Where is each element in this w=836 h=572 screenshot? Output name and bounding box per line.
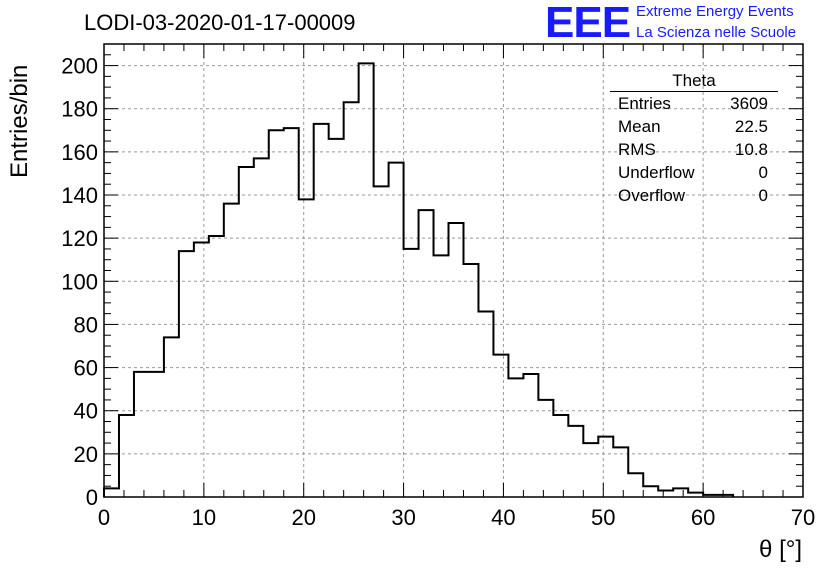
stats-label: Entries <box>618 94 671 113</box>
histogram-bin <box>239 167 254 497</box>
x-tick-label: 60 <box>691 505 715 530</box>
stats-row-entries: Entries 3609 <box>610 92 778 115</box>
histogram-bin <box>149 372 164 497</box>
y-tick-label: 200 <box>61 54 98 79</box>
histogram-bin <box>389 163 404 497</box>
histogram-bin <box>224 204 239 497</box>
stats-box: Theta Entries 3609 Mean 22.5 RMS 10.8 Un… <box>610 70 778 207</box>
histogram-bin <box>404 249 419 497</box>
stats-row-mean: Mean 22.5 <box>610 115 778 138</box>
stats-label: RMS <box>618 140 656 159</box>
x-axis-label: θ [°] <box>759 536 802 563</box>
histogram-bin <box>673 488 688 497</box>
histogram-bin <box>463 264 478 497</box>
x-tick-label: 20 <box>291 505 315 530</box>
y-tick-label: 0 <box>86 485 98 510</box>
logo-text-line2: La Scienza nelle Scuole <box>636 24 797 41</box>
histogram-bin <box>478 311 493 497</box>
stats-value: 22.5 <box>734 117 768 136</box>
histogram-bin <box>613 447 628 497</box>
logo-text-line1: Extreme Energy Events <box>636 3 794 20</box>
histogram-bin <box>568 426 583 497</box>
y-tick-label: 20 <box>74 442 98 467</box>
stats-label: Mean <box>618 117 661 136</box>
histogram-bin <box>119 415 134 497</box>
histogram-bin <box>299 199 314 497</box>
stats-label: Overflow <box>618 186 686 205</box>
histogram-bin <box>209 236 224 497</box>
histogram-bin <box>194 242 209 497</box>
chart-title: LODI-03-2020-01-17-00009 <box>84 10 356 35</box>
histogram-bin <box>164 337 179 497</box>
stats-title: Theta <box>610 70 778 92</box>
histogram-bin <box>314 124 329 497</box>
histogram-bin <box>449 223 464 497</box>
y-tick-label: 140 <box>61 183 98 208</box>
stats-value: 3609 <box>730 94 768 113</box>
y-axis-label: Entries/bin <box>6 64 33 178</box>
histogram-bin <box>269 130 284 497</box>
x-tick-label: 70 <box>791 505 815 530</box>
y-tick-label: 120 <box>61 226 98 251</box>
histogram-bin <box>523 374 538 497</box>
y-tick-label: 160 <box>61 140 98 165</box>
x-tick-label: 0 <box>98 505 110 530</box>
histogram-bin <box>134 372 149 497</box>
x-tick-label: 30 <box>391 505 415 530</box>
x-tick-label: 50 <box>591 505 615 530</box>
y-tick-label: 100 <box>61 269 98 294</box>
histogram-bin <box>628 473 643 497</box>
y-tick-label: 80 <box>74 312 98 337</box>
histogram-bin <box>419 210 434 497</box>
histogram-bin <box>359 63 374 497</box>
stats-value: 10.8 <box>734 140 768 159</box>
histogram-bin <box>583 443 598 497</box>
y-tick-label: 180 <box>61 97 98 122</box>
x-tick-label: 40 <box>491 505 515 530</box>
stats-value: 0 <box>758 163 768 182</box>
x-tick-label: 10 <box>192 505 216 530</box>
histogram-bin <box>598 437 613 497</box>
y-tick-label: 40 <box>74 399 98 424</box>
stats-row-rms: RMS 10.8 <box>610 138 778 161</box>
histogram-bin <box>434 255 449 497</box>
stats-row-overflow: Overflow 0 <box>610 184 778 207</box>
histogram-bin <box>553 415 568 497</box>
histogram-bin <box>329 139 344 497</box>
histogram-bin <box>284 128 299 497</box>
stats-row-underflow: Underflow 0 <box>610 161 778 184</box>
stats-value: 0 <box>758 186 768 205</box>
y-tick-label: 60 <box>74 356 98 381</box>
histogram-bin <box>508 378 523 497</box>
histogram-bin <box>643 486 658 497</box>
histogram-bin <box>104 488 119 497</box>
histogram-bin <box>254 158 269 497</box>
histogram-bin <box>374 186 389 497</box>
histogram-bin <box>179 251 194 497</box>
stats-label: Underflow <box>618 163 695 182</box>
histogram-bin <box>493 355 508 497</box>
histogram-bin <box>344 102 359 497</box>
histogram-outline <box>103 62 735 497</box>
eee-logo: EEE <box>545 0 631 47</box>
histogram-bin <box>538 400 553 497</box>
